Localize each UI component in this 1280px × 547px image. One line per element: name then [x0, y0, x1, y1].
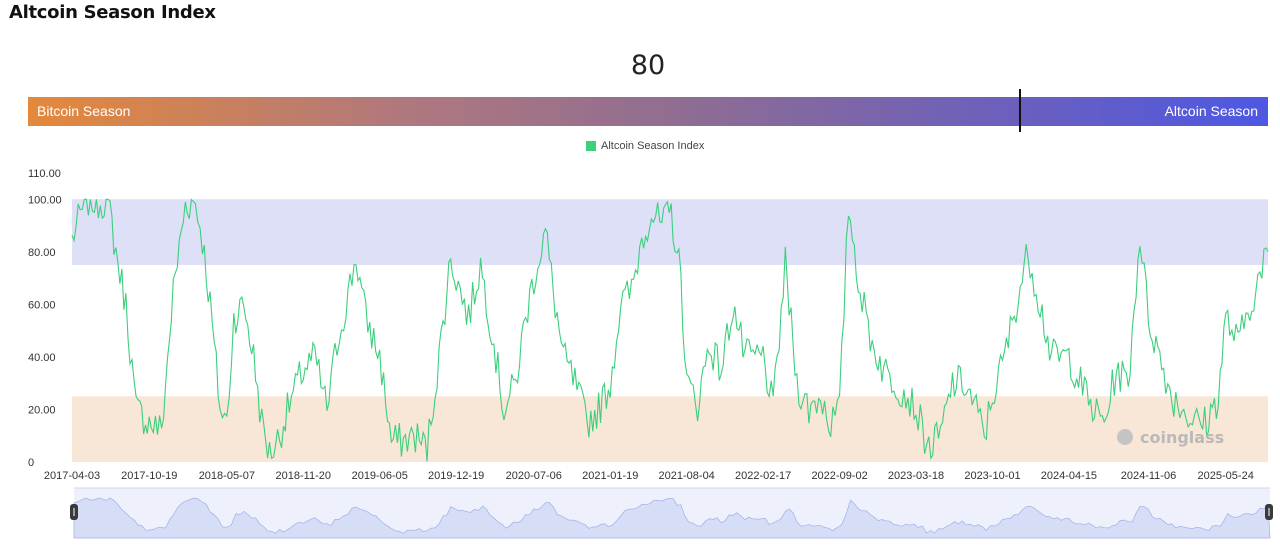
y-tick-label: 100.00	[28, 194, 62, 206]
navigator-series-area	[73, 497, 1271, 539]
gauge-value-marker	[1019, 89, 1021, 132]
x-tick-label: 2018-11-20	[276, 470, 331, 482]
y-tick-label: 40.00	[28, 352, 56, 364]
x-tick-label: 2019-12-19	[428, 470, 484, 482]
x-tick-label: 2022-09-02	[811, 470, 867, 482]
season-gauge-bar: Bitcoin Season Altcoin Season	[28, 89, 1268, 132]
page-title: Altcoin Season Index	[9, 2, 216, 23]
x-tick-label: 2025-05-24	[1198, 470, 1254, 482]
x-tick-label: 2017-04-03	[44, 470, 100, 482]
x-tick-label: 2017-10-19	[121, 470, 177, 482]
x-tick-label: 2021-01-19	[582, 470, 638, 482]
legend-label: Altcoin Season Index	[601, 140, 705, 152]
y-tick-label: 60.00	[28, 299, 56, 311]
x-tick-label: 2019-06-05	[352, 470, 408, 482]
x-tick-label: 2024-11-06	[1121, 470, 1176, 482]
x-tick-label: 2023-10-01	[964, 470, 1020, 482]
chart-legend[interactable]: Altcoin Season Index	[586, 140, 704, 152]
x-tick-label: 2021-08-04	[659, 470, 715, 482]
y-tick-label: 110.00	[28, 168, 61, 180]
legend-swatch	[586, 141, 596, 151]
current-index-value: 80	[630, 50, 666, 81]
altcoin-season-label: Altcoin Season	[1164, 103, 1258, 119]
bitcoin-season-band	[72, 396, 1268, 462]
x-tick-label: 2022-02-17	[735, 470, 791, 482]
y-tick-label: 80.00	[28, 247, 56, 259]
coinglass-watermark: coinglass	[1117, 428, 1224, 447]
x-tick-label: 2018-05-07	[199, 470, 255, 482]
y-tick-label: 20.00	[28, 404, 56, 416]
coinglass-logo-icon	[1117, 429, 1133, 445]
x-tick-label: 2023-03-18	[888, 470, 944, 482]
series-line-altcoin-season-index	[71, 198, 1269, 462]
y-tick-label: 0	[28, 457, 34, 469]
x-tick-label: 2024-04-15	[1041, 470, 1097, 482]
bitcoin-season-label: Bitcoin Season	[37, 103, 131, 119]
x-tick-label: 2020-07-06	[506, 470, 562, 482]
watermark-text: coinglass	[1140, 428, 1224, 447]
